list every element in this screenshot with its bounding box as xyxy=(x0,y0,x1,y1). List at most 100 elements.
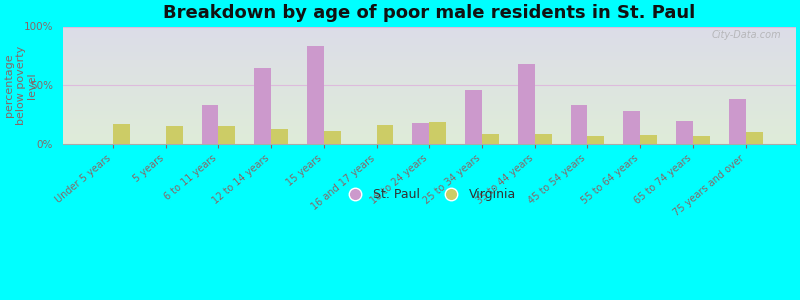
Bar xyxy=(62,127,796,128)
Bar xyxy=(62,83,796,84)
Bar xyxy=(62,79,796,80)
Bar xyxy=(62,69,796,70)
Bar xyxy=(62,119,796,120)
Bar xyxy=(746,132,762,144)
Bar xyxy=(62,101,796,102)
Bar xyxy=(62,88,796,89)
Bar xyxy=(62,129,796,130)
Bar xyxy=(62,27,796,28)
Bar xyxy=(534,134,552,144)
Bar xyxy=(729,99,746,144)
Bar xyxy=(62,132,796,133)
Bar xyxy=(324,131,341,144)
Bar xyxy=(62,44,796,45)
Bar xyxy=(113,124,130,144)
Bar xyxy=(62,58,796,59)
Bar xyxy=(62,115,796,116)
Bar xyxy=(62,53,796,54)
Bar xyxy=(62,118,796,119)
Bar xyxy=(62,48,796,49)
Bar xyxy=(62,34,796,35)
Bar xyxy=(62,93,796,94)
Bar xyxy=(62,143,796,144)
Bar xyxy=(62,106,796,107)
Bar xyxy=(62,131,796,132)
Bar xyxy=(62,29,796,30)
Bar xyxy=(62,91,796,92)
Bar xyxy=(62,111,796,112)
Bar xyxy=(62,46,796,47)
Bar xyxy=(62,122,796,123)
Bar xyxy=(62,37,796,38)
Bar xyxy=(587,136,604,144)
Bar xyxy=(62,86,796,87)
Bar xyxy=(62,135,796,136)
Bar xyxy=(693,136,710,144)
Bar xyxy=(62,30,796,31)
Bar xyxy=(62,60,796,61)
Bar xyxy=(62,35,796,36)
Bar xyxy=(62,47,796,48)
Bar xyxy=(62,138,796,139)
Bar xyxy=(62,81,796,82)
Bar xyxy=(62,62,796,63)
Bar xyxy=(62,103,796,104)
Bar xyxy=(62,117,796,118)
Bar xyxy=(62,74,796,75)
Bar xyxy=(62,64,796,65)
Bar xyxy=(676,121,693,144)
Bar xyxy=(62,65,796,66)
Bar xyxy=(62,39,796,40)
Bar xyxy=(218,127,235,144)
Bar xyxy=(62,134,796,135)
Bar xyxy=(62,40,796,41)
Bar xyxy=(62,56,796,57)
Bar xyxy=(254,68,271,144)
Bar xyxy=(62,87,796,88)
Bar xyxy=(62,71,796,72)
Bar xyxy=(62,59,796,60)
Bar xyxy=(413,123,430,144)
Bar xyxy=(62,77,796,78)
Bar xyxy=(62,66,796,67)
Bar xyxy=(62,137,796,138)
Bar xyxy=(62,40,796,41)
Bar xyxy=(62,57,796,58)
Bar xyxy=(62,42,796,43)
Bar xyxy=(62,54,796,55)
Bar xyxy=(62,107,796,108)
Text: City-Data.com: City-Data.com xyxy=(711,30,781,40)
Bar xyxy=(62,70,796,71)
Bar xyxy=(62,43,796,44)
Bar xyxy=(430,122,446,144)
Bar xyxy=(62,50,796,51)
Bar xyxy=(62,125,796,126)
Y-axis label: percentage
below poverty
level: percentage below poverty level xyxy=(4,46,38,125)
Bar xyxy=(62,98,796,99)
Bar xyxy=(62,28,796,29)
Bar xyxy=(62,89,796,90)
Bar xyxy=(62,63,796,64)
Bar xyxy=(62,124,796,125)
Bar xyxy=(62,139,796,140)
Bar xyxy=(62,32,796,33)
Bar xyxy=(62,95,796,96)
Bar xyxy=(62,102,796,103)
Bar xyxy=(62,85,796,86)
Bar xyxy=(62,36,796,37)
Bar xyxy=(62,116,796,117)
Bar xyxy=(62,114,796,115)
Bar xyxy=(166,127,182,144)
Bar xyxy=(62,128,796,129)
Bar xyxy=(640,135,657,144)
Bar xyxy=(62,133,796,134)
Bar xyxy=(377,125,394,144)
Bar xyxy=(307,46,324,144)
Bar xyxy=(62,52,796,53)
Bar xyxy=(62,90,796,91)
Title: Breakdown by age of poor male residents in St. Paul: Breakdown by age of poor male residents … xyxy=(163,4,695,22)
Bar xyxy=(62,26,796,27)
Bar xyxy=(62,78,796,79)
Bar xyxy=(62,126,796,127)
Bar xyxy=(62,75,796,76)
